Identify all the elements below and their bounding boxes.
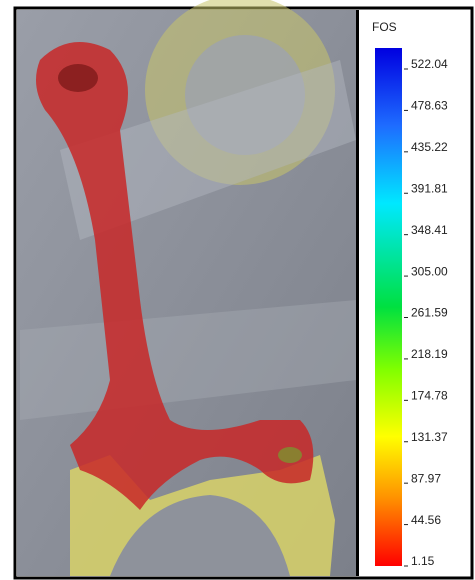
legend-label: 218.19 [411, 347, 448, 361]
legend-label: 522.04 [411, 57, 448, 71]
legend-label: 478.63 [411, 99, 448, 113]
screen: FOS 522.04 478.63 435.22 391.81 348.41 305.00… [0, 0, 475, 580]
model-view [17, 0, 356, 576]
small-end-hole [58, 64, 98, 92]
color-bar [375, 48, 402, 566]
legend-label: 44.56 [411, 513, 441, 527]
legend-label: 131.37 [411, 430, 448, 444]
legend-label: 391.81 [411, 181, 448, 195]
legend-label: 305.00 [411, 264, 448, 278]
legend-label: 87.97 [411, 471, 441, 485]
legend-label: 261.59 [411, 306, 448, 320]
legend-label: 174.78 [411, 389, 448, 403]
legend-label: 435.22 [411, 140, 448, 154]
divider [356, 10, 359, 576]
bolt-hole [278, 447, 302, 463]
legend-label: 1.15 [411, 554, 435, 568]
legend-label: 348.41 [411, 223, 448, 237]
legend-title: FOS [372, 20, 397, 34]
